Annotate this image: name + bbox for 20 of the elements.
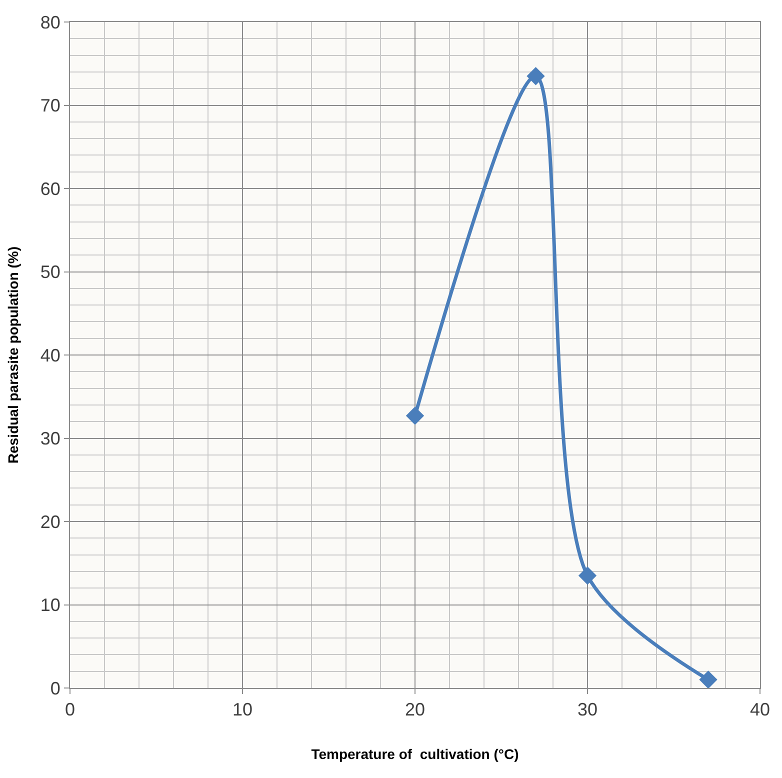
y-tick-label: 20 — [40, 512, 60, 532]
x-tick-label: 20 — [404, 700, 426, 720]
point — [699, 670, 718, 689]
point — [578, 566, 597, 585]
x-tick-label: 30 — [577, 700, 598, 720]
x-axis-title: Temperature of cultivation (°C) — [311, 746, 519, 762]
y-tick-label: 40 — [40, 345, 60, 366]
y-tick-label: 70 — [40, 96, 60, 116]
point — [526, 67, 545, 86]
y-tick-label: 10 — [40, 595, 60, 616]
point — [406, 406, 424, 425]
y-tick-label: 60 — [40, 178, 60, 199]
x-tick-label: 40 — [750, 700, 770, 720]
x-tick-label: 10 — [232, 700, 253, 720]
y-tick-label: 0 — [50, 678, 60, 698]
y-tick-label: 80 — [40, 12, 60, 32]
y-axis-title: Residual parasite population (%) — [4, 246, 21, 464]
y-tick-label: 50 — [40, 262, 60, 282]
y-tick-label: 30 — [40, 428, 60, 449]
x-tick-label: 0 — [64, 700, 76, 720]
